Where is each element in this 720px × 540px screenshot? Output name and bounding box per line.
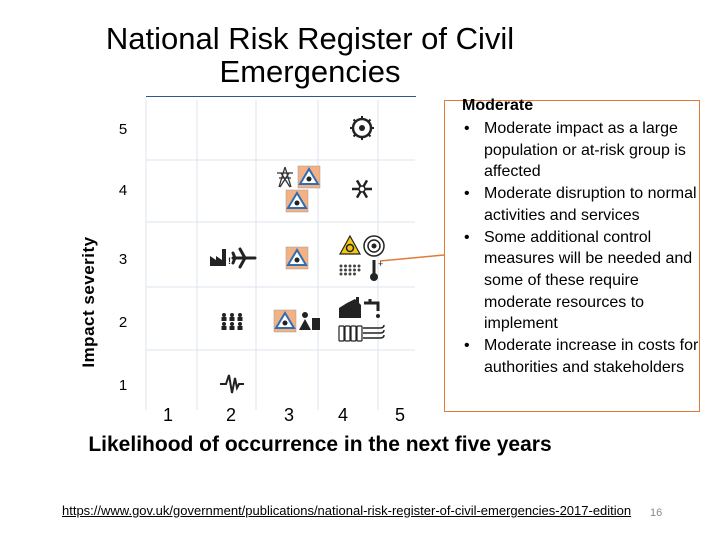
hazard-warning-triangle-icon <box>285 246 309 270</box>
y-tick-label: 5 <box>119 121 127 138</box>
callout-bullet: Moderate impact as a large population or… <box>458 118 704 183</box>
electricity-pylon-icon <box>277 166 293 188</box>
svg-text:!: ! <box>228 256 231 266</box>
pandemic-virus-icon <box>350 116 374 140</box>
title-divider <box>146 96 416 97</box>
snowflake-icon <box>352 179 372 199</box>
callout-connector <box>379 254 445 262</box>
thermometer-icon: + <box>370 259 383 281</box>
x-tick-label: 5 <box>395 405 405 425</box>
x-tick-label: 1 <box>163 405 173 425</box>
slide-number: 16 <box>650 507 663 519</box>
slide-title: National Risk Register of Civil Emergenc… <box>105 21 515 89</box>
callout-bullet: Some additional control measures will be… <box>458 227 704 336</box>
y-tick-label: 4 <box>119 182 127 199</box>
callout-bullet: Moderate disruption to normal activities… <box>458 183 704 226</box>
source-link[interactable]: https://www.gov.uk/government/publicatio… <box>62 503 632 518</box>
drought-tap-icon <box>364 299 380 318</box>
hazard-warning-triangle-icon <box>285 189 309 213</box>
earthquake-seismograph-icon <box>220 374 244 394</box>
svg-text:+: + <box>378 259 383 269</box>
aircraft-icon <box>231 247 257 269</box>
x-axis-label: Likelihood of occurrence in the next fiv… <box>88 433 552 456</box>
callout-title: Moderate <box>462 97 534 114</box>
radiation-icon <box>363 235 385 257</box>
x-tick-label: 3 <box>284 405 294 425</box>
hazard-warning-triangle-icon <box>273 309 297 333</box>
x-tick-label: 4 <box>338 405 348 425</box>
fuel-shortage-icon <box>338 325 363 342</box>
biohazard-icon <box>338 234 362 257</box>
dust-cloud-icon <box>339 264 361 276</box>
industrial-accident-icon: ! <box>210 249 231 266</box>
y-tick-label: 2 <box>119 314 127 331</box>
industrial-action-icon <box>339 297 361 318</box>
callout-bullet: Moderate increase in costs for authoriti… <box>458 335 704 378</box>
wind-storm-icon <box>363 324 385 339</box>
crowd-icon <box>221 313 243 330</box>
public-disorder-icon <box>299 312 320 330</box>
hazard-warning-triangle-icon <box>297 165 321 189</box>
y-tick-label: 3 <box>119 251 127 268</box>
y-tick-label: 1 <box>119 377 127 394</box>
x-tick-label: 2 <box>226 405 236 425</box>
callout-bullet-list: Moderate impact as a large population or… <box>458 118 704 378</box>
